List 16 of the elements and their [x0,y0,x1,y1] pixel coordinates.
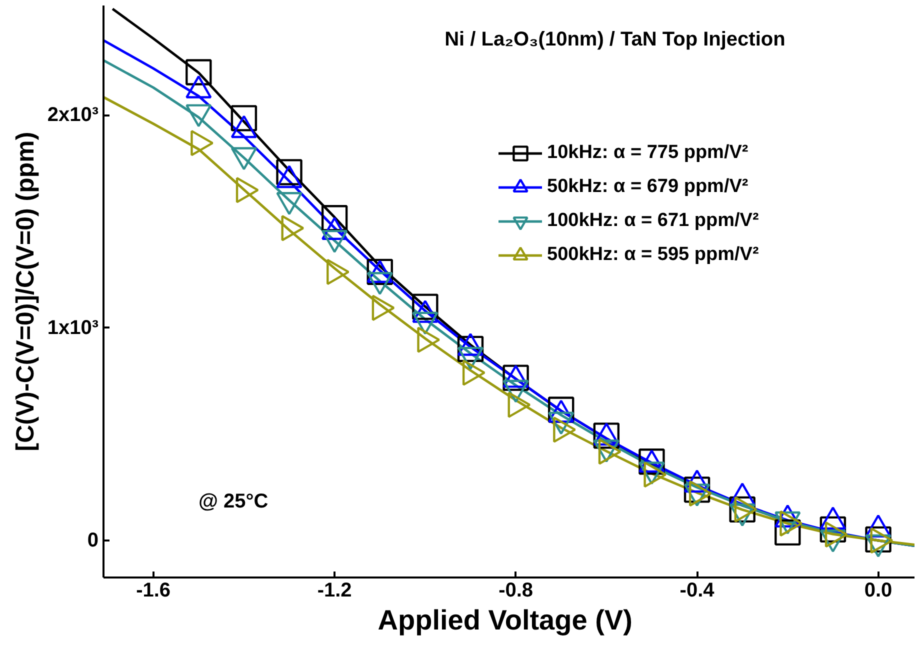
y-tick-label: 1x10³ [47,316,99,339]
x-tick-label: -0.4 [680,580,716,602]
x-tick-label: -0.8 [498,580,534,602]
annotation: Ni / La₂O₃(10nm) / TaN Top Injection [444,28,786,50]
x-axis-title: Applied Voltage (V) [378,604,632,636]
legend-label: 10kHz: α = 775 ppm/V² [547,142,748,164]
y-tick-label: 0 [87,530,98,552]
y-tick-label: 2x10³ [47,104,99,126]
x-tick-label: -1.6 [136,580,171,602]
y-axis-title: [C(V)-C(V=0)]/C(V=0) (ppm) [11,132,40,452]
legend-label: 100kHz: α = 671 ppm/V² [547,210,759,232]
legend-label: 500kHz: α = 595 ppm/V² [547,244,759,266]
x-tick-label: 0.0 [864,580,892,602]
x-tick-label: -1.2 [317,580,352,602]
annotation: @ 25°C [198,490,268,512]
legend-label: 50kHz: α = 679 ppm/V² [547,176,748,198]
